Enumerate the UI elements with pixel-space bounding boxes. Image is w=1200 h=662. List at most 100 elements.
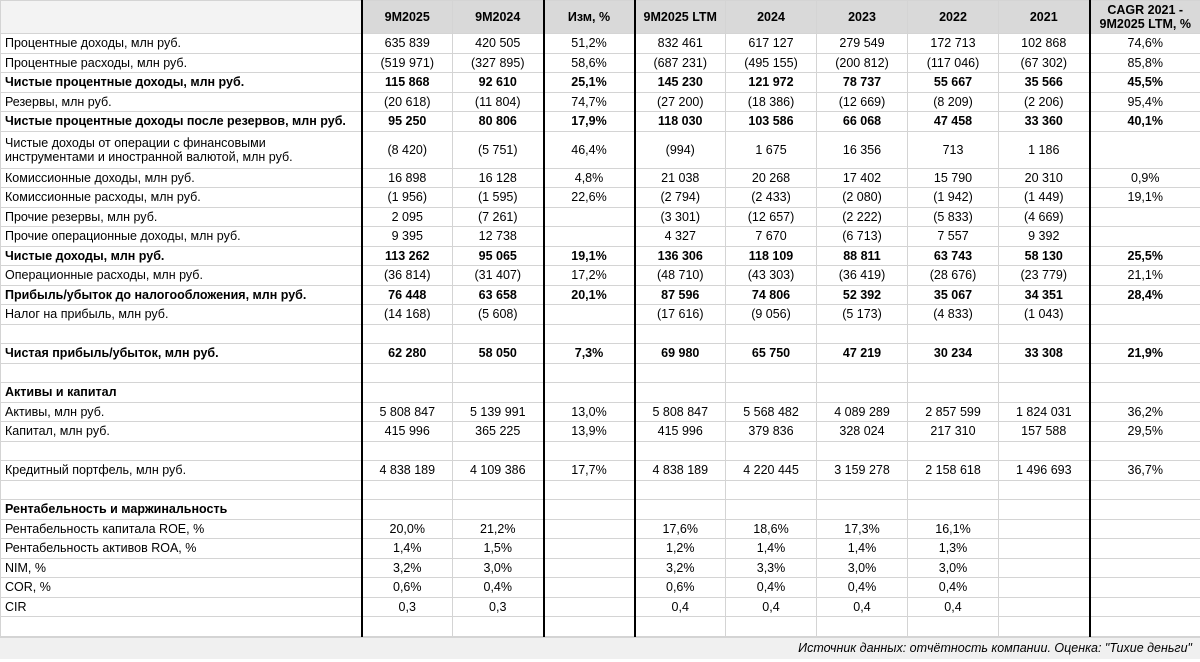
table-row: Комиссионные расходы, млн руб. (1 956) (1 … bbox=[0, 187, 1200, 208]
cell: 635 839 bbox=[360, 33, 453, 54]
cell: (20 618) bbox=[360, 91, 453, 112]
cell: 92 610 bbox=[452, 72, 544, 93]
cell: 19,1% bbox=[1088, 187, 1200, 208]
cell bbox=[452, 323, 544, 344]
cell: 7,3% bbox=[542, 343, 635, 364]
cell bbox=[452, 616, 544, 637]
cell: 4 109 386 bbox=[452, 460, 544, 481]
cell: 25,5% bbox=[1088, 245, 1200, 266]
cell: (28 676) bbox=[907, 265, 999, 286]
row-label: Рентабельность и маржинальность bbox=[0, 499, 362, 520]
cell: 29,5% bbox=[1088, 421, 1200, 442]
cell bbox=[542, 596, 635, 617]
cell: 63 658 bbox=[452, 284, 544, 305]
cell bbox=[1088, 518, 1200, 539]
table-row: Прочие резервы, млн руб. 2 095 (7 261) (3 3… bbox=[0, 206, 1200, 227]
cell: (11 804) bbox=[452, 91, 544, 112]
cell: 1,4% bbox=[816, 538, 908, 559]
column-header: 9M2025 bbox=[360, 0, 453, 34]
cell bbox=[998, 538, 1090, 559]
cell bbox=[542, 304, 635, 325]
cell bbox=[542, 479, 635, 500]
cell: 21 038 bbox=[633, 167, 726, 188]
cell bbox=[1088, 499, 1200, 520]
cell: (31 407) bbox=[452, 265, 544, 286]
cell: (27 200) bbox=[633, 91, 726, 112]
cell bbox=[542, 440, 635, 461]
cell: 95,4% bbox=[1088, 91, 1200, 112]
row-label: Операционные расходы, млн руб. bbox=[0, 265, 362, 286]
cell: 28,4% bbox=[1088, 284, 1200, 305]
cell: 65 750 bbox=[725, 343, 817, 364]
cell: 0,4% bbox=[725, 577, 817, 598]
cell: 17,6% bbox=[633, 518, 726, 539]
cell: 69 980 bbox=[633, 343, 726, 364]
table-row: Рентабельность и маржинальность bbox=[0, 499, 1200, 520]
cell: 4 838 189 bbox=[360, 460, 453, 481]
row-label: Чистые процентные доходы после резервов,… bbox=[0, 111, 362, 132]
cell: 12 738 bbox=[452, 226, 544, 247]
table-row: Чистые доходы от операции с финансовыми … bbox=[0, 130, 1200, 169]
cell bbox=[360, 362, 453, 383]
cell: 617 127 bbox=[725, 33, 817, 54]
cell: (5 833) bbox=[907, 206, 999, 227]
financial-table: 9M2025 9M2024 Изм, % 9M2025 LTM 2024 2023 2022… bbox=[0, 0, 1200, 637]
cell: 3,0% bbox=[816, 557, 908, 578]
cell: 172 713 bbox=[907, 33, 999, 54]
cell: 3,2% bbox=[633, 557, 726, 578]
cell: 415 996 bbox=[633, 421, 726, 442]
cell: (4 833) bbox=[907, 304, 999, 325]
table-row: Резервы, млн руб. (20 618) (11 804) 74,7% (2… bbox=[0, 91, 1200, 112]
cell: 74 806 bbox=[725, 284, 817, 305]
row-label: Рентабельность активов ROA, % bbox=[0, 538, 362, 559]
cell: 15 790 bbox=[907, 167, 999, 188]
cell bbox=[542, 577, 635, 598]
row-label: Чистые доходы, млн руб. bbox=[0, 245, 362, 266]
cell: 0,3 bbox=[452, 596, 544, 617]
cell: (1 043) bbox=[998, 304, 1090, 325]
cell bbox=[998, 616, 1090, 637]
cell bbox=[542, 557, 635, 578]
table-row: COR, % 0,6% 0,4% 0,6% 0,4% 0,4% 0,4% bbox=[0, 577, 1200, 598]
cell: 17 402 bbox=[816, 167, 908, 188]
cell: 16 356 bbox=[816, 130, 908, 169]
cell: 1,2% bbox=[633, 538, 726, 559]
table-row bbox=[0, 616, 1200, 637]
cell bbox=[998, 382, 1090, 403]
cell: 21,1% bbox=[1088, 265, 1200, 286]
cell: 87 596 bbox=[633, 284, 726, 305]
cell bbox=[1088, 616, 1200, 637]
cell bbox=[633, 479, 726, 500]
cell bbox=[542, 382, 635, 403]
table-row: Процентные расходы, млн руб. (519 971) (32… bbox=[0, 52, 1200, 73]
cell bbox=[998, 440, 1090, 461]
cell: 279 549 bbox=[816, 33, 908, 54]
cell: 0,6% bbox=[633, 577, 726, 598]
cell: 2 095 bbox=[360, 206, 453, 227]
cell: (1 956) bbox=[360, 187, 453, 208]
cell: 3,0% bbox=[907, 557, 999, 578]
cell: (7 261) bbox=[452, 206, 544, 227]
cell bbox=[1088, 479, 1200, 500]
row-label: Комиссионные доходы, млн руб. bbox=[0, 167, 362, 188]
cell: (327 895) bbox=[452, 52, 544, 73]
table-row: Чистые процентные доходы после резервов,… bbox=[0, 111, 1200, 132]
cell bbox=[542, 518, 635, 539]
cell: 103 586 bbox=[725, 111, 817, 132]
row-label bbox=[0, 323, 362, 344]
row-label bbox=[0, 479, 362, 500]
row-label: Активы, млн руб. bbox=[0, 401, 362, 422]
cell: 58 130 bbox=[998, 245, 1090, 266]
cell: (2 222) bbox=[816, 206, 908, 227]
row-label: Капитал, млн руб. bbox=[0, 421, 362, 442]
table-row bbox=[0, 479, 1200, 500]
cell: 66 068 bbox=[816, 111, 908, 132]
cell bbox=[907, 362, 999, 383]
cell bbox=[816, 479, 908, 500]
cell: 62 280 bbox=[360, 343, 453, 364]
cell bbox=[633, 323, 726, 344]
column-header: 2021 bbox=[998, 0, 1090, 34]
cell: 63 743 bbox=[907, 245, 999, 266]
cell bbox=[542, 616, 635, 637]
cell: 420 505 bbox=[452, 33, 544, 54]
